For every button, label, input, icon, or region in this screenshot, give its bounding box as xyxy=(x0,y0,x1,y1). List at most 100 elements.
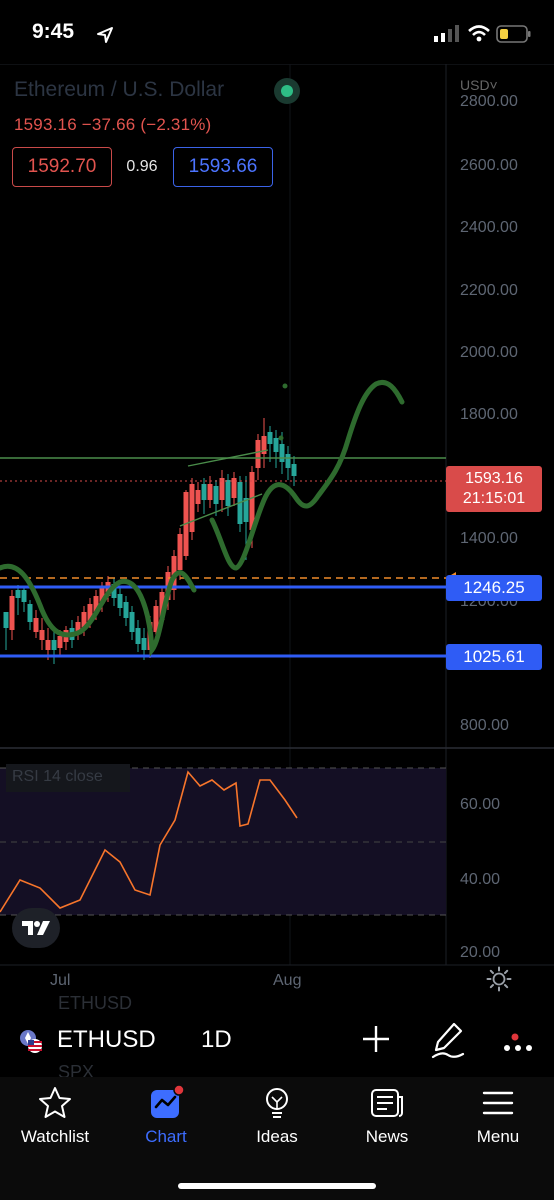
candle-body xyxy=(45,640,51,650)
plus-icon[interactable] xyxy=(361,1024,391,1054)
interval-selector[interactable]: 1D xyxy=(201,1026,232,1053)
star-icon xyxy=(39,1087,71,1118)
rsi-axis-label: 40.00 xyxy=(460,871,501,888)
symbol-title[interactable]: Ethereum / U.S. Dollar xyxy=(14,78,225,101)
wifi-icon xyxy=(468,25,490,42)
market-open-dot-icon xyxy=(281,85,293,97)
level-tag-lower: 1025.61 xyxy=(446,644,542,670)
tab-news[interactable]: News xyxy=(332,1085,442,1147)
candle-body xyxy=(189,484,195,532)
tab-label: Chart xyxy=(145,1127,187,1146)
tab-label: Ideas xyxy=(256,1127,298,1146)
rsi-axis-label: 20.00 xyxy=(460,944,501,961)
axis-label: 2000.00 xyxy=(460,344,518,361)
candle-body xyxy=(51,640,57,650)
menu-icon xyxy=(482,1091,514,1115)
candle-body xyxy=(129,612,135,632)
price-chart[interactable] xyxy=(0,64,554,1000)
tab-label: Menu xyxy=(476,1127,520,1146)
candle-body xyxy=(27,604,33,622)
market-open-indicator xyxy=(274,78,300,104)
chart-settings-icon[interactable] xyxy=(486,966,512,992)
bar-countdown: 21:15:01 xyxy=(462,490,526,507)
rsi-line xyxy=(0,770,298,913)
candle-body xyxy=(105,582,111,596)
currency-selector[interactable]: USD˅ xyxy=(460,77,498,93)
tradingview-logo-icon[interactable] xyxy=(12,908,60,948)
tab-menu[interactable]: Menu xyxy=(443,1085,553,1147)
tab-watchlist[interactable]: Watchlist xyxy=(0,1085,110,1147)
time-axis-label: Jul xyxy=(50,972,71,989)
candle-body xyxy=(39,630,45,640)
tab-ideas[interactable]: Ideas xyxy=(222,1085,332,1147)
axis-label: 1800.00 xyxy=(460,406,518,423)
price-change-line: 1593.16 −37.66 (−2.31%) xyxy=(14,115,212,134)
candle-body xyxy=(249,472,255,530)
candle-body xyxy=(99,586,105,604)
drawing-dot xyxy=(282,383,288,389)
candle-body xyxy=(153,606,159,632)
tab-label: News xyxy=(365,1127,409,1146)
time-axis-label: Aug xyxy=(273,972,302,989)
current-price-tag: 1593.16 21:15:01 xyxy=(446,466,542,512)
location-arrow-icon xyxy=(97,27,113,43)
tab-label: Watchlist xyxy=(20,1127,90,1146)
candle-body xyxy=(87,604,93,622)
candle-body xyxy=(201,484,207,500)
candle-body xyxy=(3,612,9,628)
candle-body xyxy=(81,612,87,630)
more-icon[interactable] xyxy=(502,1030,536,1054)
lightbulb-icon xyxy=(266,1088,288,1118)
candle-body xyxy=(243,498,249,522)
chart-icon xyxy=(151,1085,184,1118)
freehand-drawing-left[interactable] xyxy=(0,563,197,657)
candle-body xyxy=(15,590,21,598)
sell-button[interactable]: 1592.70 xyxy=(12,147,112,187)
candle-body xyxy=(291,464,297,476)
axis-label: 2600.00 xyxy=(460,157,518,174)
axis-label: 1400.00 xyxy=(460,530,518,547)
signal-icon xyxy=(434,25,459,42)
news-icon xyxy=(371,1089,403,1117)
candle-body xyxy=(267,432,273,444)
candle-body xyxy=(57,636,63,648)
flag-icon xyxy=(20,1030,42,1053)
spread-value: 0.96 xyxy=(126,158,158,175)
candle-body xyxy=(225,480,231,506)
candle-body xyxy=(207,484,213,500)
draw-icon[interactable] xyxy=(430,1020,466,1060)
candle-body xyxy=(75,622,81,632)
current-price-value: 1593.16 xyxy=(465,470,523,487)
candle-body xyxy=(135,628,141,644)
axis-label: 2400.00 xyxy=(460,219,518,236)
candle-body xyxy=(219,478,225,500)
candle-body xyxy=(141,638,147,650)
tab-bar xyxy=(0,1077,554,1200)
buy-button[interactable]: 1593.66 xyxy=(173,147,273,187)
candle-body xyxy=(195,490,201,504)
freehand-drawing-right[interactable] xyxy=(209,380,405,571)
candle-body xyxy=(231,478,237,498)
candle-body xyxy=(255,440,261,468)
channel-bottom-line[interactable] xyxy=(179,493,263,527)
candle-body xyxy=(261,436,267,454)
candle-body xyxy=(123,602,129,618)
candle-body xyxy=(273,438,279,452)
candle-body xyxy=(177,534,183,570)
symbol-selector[interactable]: ETHUSD xyxy=(57,1026,156,1053)
drawing-dot xyxy=(278,435,284,441)
rsi-indicator-title[interactable]: RSI 14 close xyxy=(6,764,130,792)
symbol-list-ghost: ETHUSD xyxy=(58,993,133,1013)
channel-top-line[interactable] xyxy=(187,449,269,467)
level-tag-upper: 1246.25 xyxy=(446,575,542,601)
candle-body xyxy=(285,454,291,468)
candle-body xyxy=(21,590,27,602)
candle-body xyxy=(279,444,285,462)
status-time: 9:45 xyxy=(32,20,75,43)
candle-body xyxy=(111,584,117,598)
candle-body xyxy=(159,592,165,620)
tab-chart[interactable]: Chart xyxy=(111,1085,221,1147)
candle-body xyxy=(117,594,123,608)
rsi-axis-label: 60.00 xyxy=(460,796,501,813)
candle-body xyxy=(213,486,219,504)
